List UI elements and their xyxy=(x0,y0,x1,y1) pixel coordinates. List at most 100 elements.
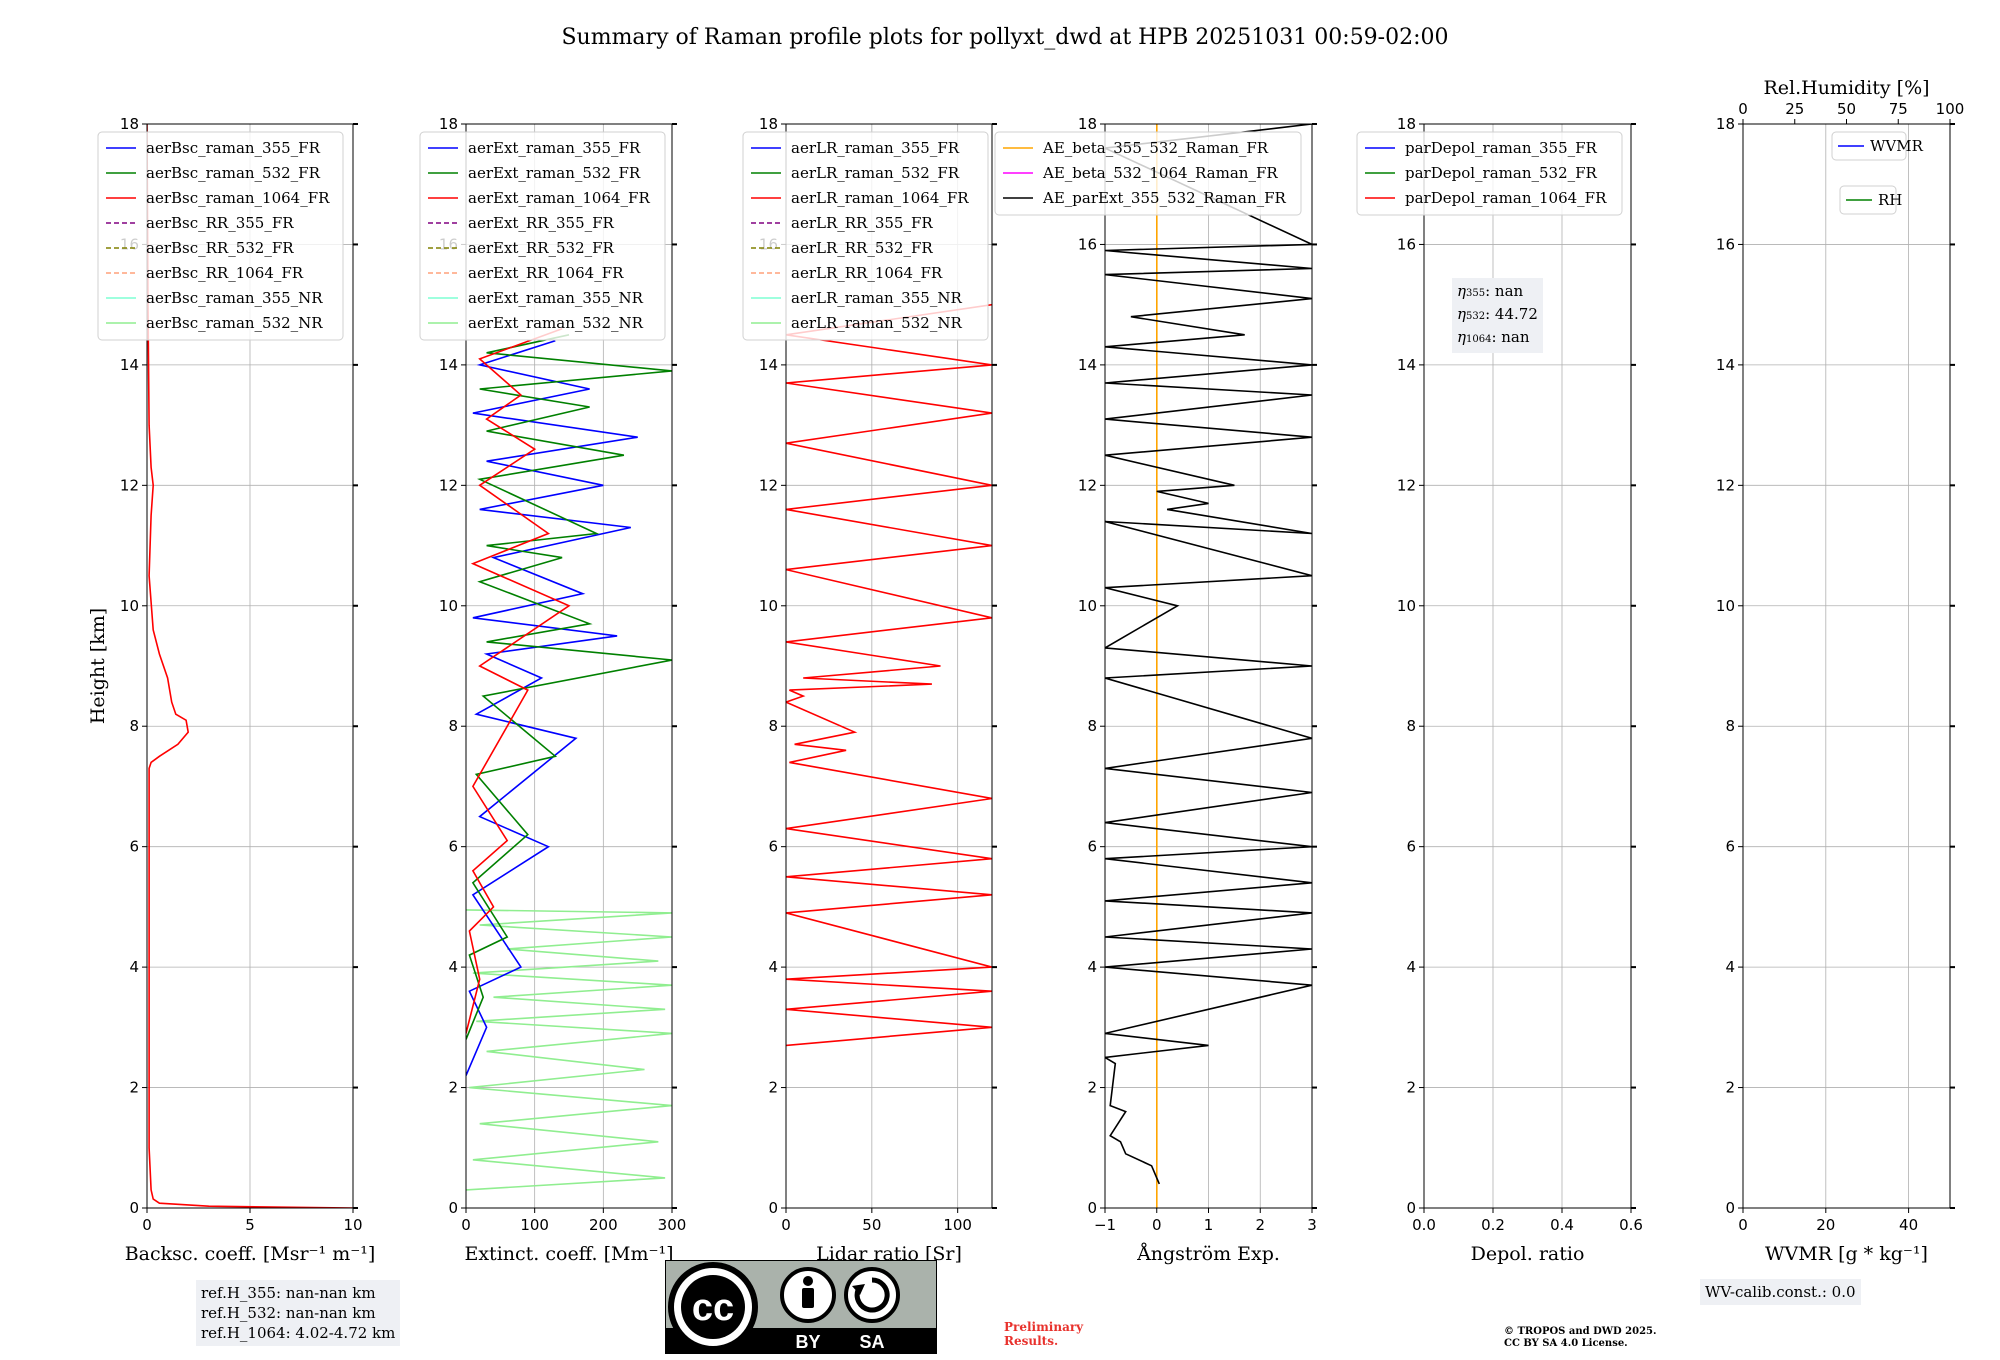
sa-share-arc xyxy=(854,1277,890,1313)
legend-box xyxy=(1831,131,1907,161)
x-tick-label: 3 xyxy=(1307,1216,1317,1234)
x-tick-label: 1 xyxy=(1204,1216,1214,1234)
eta-1064-value: : nan xyxy=(1491,328,1530,346)
legend-label-aerLR_raman_532_NR: aerLR_raman_532_NR xyxy=(791,314,962,332)
y-tick-label: 8 xyxy=(448,717,458,735)
y-tick-label: 12 xyxy=(439,476,458,494)
legend-label-aerLR_raman_532_FR: aerLR_raman_532_FR xyxy=(791,164,960,182)
panel-lidar_ratio: 050100024681012141618Lidar ratio [Sr]aer… xyxy=(742,115,997,1265)
cc-license-logo: cc BY SA xyxy=(665,1260,937,1354)
top-x-tick-label: 25 xyxy=(1785,100,1804,118)
panel-extinction: 0100200300024681012141618Extinct. coeff.… xyxy=(419,115,687,1265)
copyright-line-1: © TROPOS and DWD 2025. xyxy=(1504,1326,1657,1337)
y-axis-label: Height [km] xyxy=(87,608,109,724)
legend-label-AE_beta_355_532_Raman_FR: AE_beta_355_532_Raman_FR xyxy=(1042,139,1269,157)
legend-box xyxy=(1356,131,1623,216)
y-tick-label: 6 xyxy=(448,838,458,856)
legend-label-parDepol_raman_1064_FR: parDepol_raman_1064_FR xyxy=(1405,189,1607,207)
legend-box xyxy=(742,131,989,341)
by-person-body xyxy=(802,1288,814,1308)
by-person-head xyxy=(803,1276,813,1286)
legend-label-aerExt_raman_532_FR: aerExt_raman_532_FR xyxy=(468,164,641,182)
legend-box xyxy=(97,131,344,341)
top-x-tick-label: 50 xyxy=(1837,100,1856,118)
top-x-tick-label: 0 xyxy=(1738,100,1748,118)
y-tick-label: 12 xyxy=(1716,476,1735,494)
legend-label-aerBsc_raman_355_FR: aerBsc_raman_355_FR xyxy=(146,139,321,157)
series-line-aerBsc_raman_1064_FR xyxy=(147,124,353,1208)
legend-label-aerLR_raman_355_FR: aerLR_raman_355_FR xyxy=(791,139,960,157)
axes-frame xyxy=(1742,123,1951,1209)
eta-355-value: : nan xyxy=(1485,282,1524,300)
legend: AE_beta_355_532_Raman_FR AE_beta_532_1064… xyxy=(994,131,1302,216)
legend: WVMR RH xyxy=(1831,131,1924,215)
x-tick-label: 0.4 xyxy=(1550,1216,1574,1234)
legend-label-aerExt_RR_1064_FR: aerExt_RR_1064_FR xyxy=(468,264,624,282)
x-tick-label: 0 xyxy=(1152,1216,1162,1234)
eta-355: η355: nan xyxy=(1457,282,1524,300)
y-tick-label: 4 xyxy=(1725,958,1735,976)
y-tick-label: 0 xyxy=(1406,1199,1416,1217)
legend-label-RH: RH xyxy=(1878,191,1902,209)
y-tick-label: 12 xyxy=(1078,476,1097,494)
wv-calibration-box: WV-calib.const.: 0.0 xyxy=(1700,1279,1861,1305)
legend-label-aerExt_RR_355_FR: aerExt_RR_355_FR xyxy=(468,214,615,232)
x-axis-label: Depol. ratio xyxy=(1471,1243,1585,1265)
y-tick-label: 0 xyxy=(1725,1199,1735,1217)
y-tick-label: 2 xyxy=(1725,1079,1735,1097)
cc-icon-inner xyxy=(681,1275,745,1339)
y-tick-label: 6 xyxy=(1087,838,1097,856)
sa-share-icon xyxy=(844,1267,900,1323)
figure-title: Summary of Raman profile plots for polly… xyxy=(561,25,1448,50)
x-axis-label: Ångström Exp. xyxy=(1136,1243,1280,1265)
series-line-aerExt_raman_355_FR xyxy=(466,340,638,1076)
copyright-line-2: CC BY SA 4.0 License. xyxy=(1504,1338,1628,1349)
x-tick-label: 0.6 xyxy=(1619,1216,1643,1234)
legend: parDepol_raman_355_FR parDepol_raman_532_… xyxy=(1356,131,1623,216)
y-tick-label: 14 xyxy=(1397,356,1416,374)
series-line-aerLR_raman_1064_FR xyxy=(786,303,992,1047)
series-line-aerExt_raman_532_FR xyxy=(466,334,672,1040)
eta-355-sub: 355 xyxy=(1466,288,1486,299)
legend-label-parDepol_raman_532_FR: parDepol_raman_532_FR xyxy=(1405,164,1598,182)
legend-label-WVMR: WVMR xyxy=(1870,137,1924,155)
legend: aerExt_raman_355_FR aerExt_raman_532_FRae… xyxy=(419,131,666,341)
x-tick-label: 40 xyxy=(1899,1216,1918,1234)
series-group xyxy=(786,303,992,1047)
y-tick-label: 6 xyxy=(1725,838,1735,856)
y-tick-label: 18 xyxy=(1078,115,1097,133)
y-tick-label: 8 xyxy=(129,717,139,735)
sa-label: SA xyxy=(859,1332,884,1352)
y-tick-label: 14 xyxy=(120,356,139,374)
x-tick-label: −1 xyxy=(1094,1216,1116,1234)
x-axis-label: Backsc. coeff. [Msr⁻¹ m⁻¹] xyxy=(125,1243,376,1265)
y-tick-label: 8 xyxy=(1406,717,1416,735)
legend-box xyxy=(419,131,666,341)
y-tick-label: 8 xyxy=(1087,717,1097,735)
y-tick-label: 12 xyxy=(1397,476,1416,494)
legend-label-aerBsc_raman_355_NR: aerBsc_raman_355_NR xyxy=(146,289,323,307)
axes-frame xyxy=(465,123,673,1209)
x-tick-label: 300 xyxy=(658,1216,687,1234)
y-tick-label: 4 xyxy=(1087,958,1097,976)
y-tick-label: 2 xyxy=(1406,1079,1416,1097)
legend-label-aerExt_raman_355_NR: aerExt_raman_355_NR xyxy=(468,289,644,307)
panel-depol: 0.0 0.2 0.4 0.6 0 2 4 6 8 10 12 14 16 18 Depol. ratio p… xyxy=(1356,115,1643,1265)
y-tick-label: 14 xyxy=(1716,356,1735,374)
y-tick-label: 6 xyxy=(129,838,139,856)
y-tick-label: 8 xyxy=(1725,717,1735,735)
legend-box xyxy=(994,131,1302,216)
eta-box: η355: nan η532: 44.72 η1064: nan xyxy=(1452,278,1543,353)
series-line-aerExt_raman_532_NR xyxy=(466,909,672,1191)
series-group xyxy=(466,328,672,1191)
y-tick-label: 12 xyxy=(759,476,778,494)
y-tick-label: 2 xyxy=(448,1079,458,1097)
by-label: BY xyxy=(795,1332,820,1352)
preliminary-results-note: Preliminary Results. xyxy=(1004,1320,1083,1348)
y-tick-label: 14 xyxy=(439,356,458,374)
series-line-AE_parExt_355_532_Raman_FR xyxy=(1105,124,1312,1185)
y-tick-label: 0 xyxy=(768,1199,778,1217)
legend-label-aerLR_RR_1064_FR: aerLR_RR_1064_FR xyxy=(791,264,943,282)
legend-label-aerLR_raman_355_NR: aerLR_raman_355_NR xyxy=(791,289,962,307)
top-x-tick-label: 75 xyxy=(1889,100,1908,118)
